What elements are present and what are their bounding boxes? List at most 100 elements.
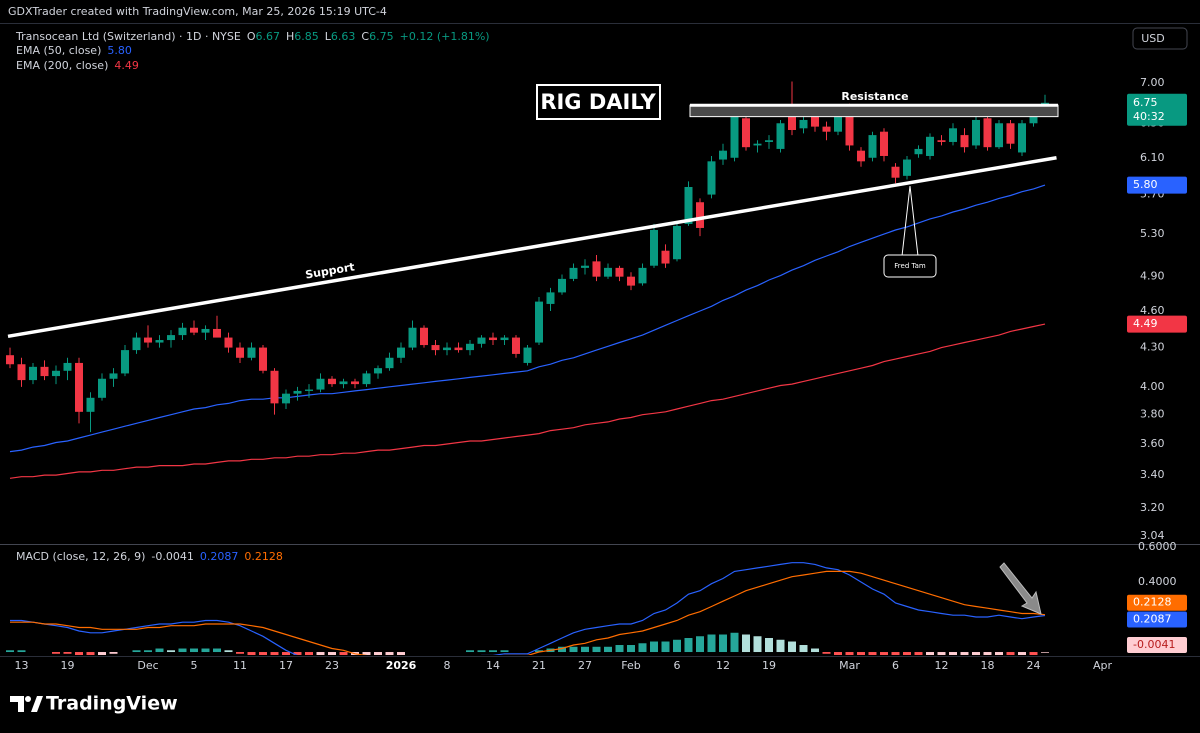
x-tick-label: 6 xyxy=(674,659,681,672)
y-tick-label: 7.00 xyxy=(1140,76,1165,89)
title-box-text: RIG DAILY xyxy=(540,90,656,114)
candle-body xyxy=(926,136,934,156)
macd-histogram-bar xyxy=(592,646,601,653)
symbol-header: Transocean Ltd (Switzerland) · 1D · NYSE… xyxy=(15,30,490,43)
macd-histogram-bar xyxy=(788,641,796,653)
signal-badge xyxy=(1127,594,1187,611)
candle-body xyxy=(305,389,313,391)
macd-histogram-bar xyxy=(707,634,716,653)
legend-name: EMA (50, close) xyxy=(16,44,101,57)
macd-histogram-bar xyxy=(857,652,865,655)
attribution: GDXTrader created with TradingView.com, … xyxy=(8,5,387,18)
x-tick-label: 8 xyxy=(444,659,451,672)
macd-histogram-bar xyxy=(891,652,900,655)
macd-histogram-bar xyxy=(305,652,313,655)
currency-label[interactable]: USD xyxy=(1141,32,1165,45)
macd-histogram-bar xyxy=(167,650,175,653)
ema-line xyxy=(9,184,1046,453)
candle-body xyxy=(52,370,60,377)
logo-mark xyxy=(10,696,24,712)
macd-histogram-bar xyxy=(328,652,336,655)
brand-logo: TradingView xyxy=(10,693,178,715)
y-tick-label: 6.10 xyxy=(1140,151,1165,164)
legend-name: EMA (200, close) xyxy=(16,59,108,72)
macd-histogram-bar xyxy=(569,646,578,653)
macd-histogram-bar xyxy=(834,652,842,655)
candle-body xyxy=(799,119,808,129)
ohlc-value: 6.67 xyxy=(256,30,281,43)
currency-button[interactable] xyxy=(1132,27,1188,50)
signal-value: 0.2128 xyxy=(244,550,283,563)
candle-body xyxy=(431,345,440,351)
macd-histogram-bar xyxy=(753,636,762,653)
x-tick-label: Dec xyxy=(137,659,158,672)
macd-badge xyxy=(1127,611,1187,628)
candle-body xyxy=(995,123,1003,148)
candle-body xyxy=(374,368,382,374)
macd-histogram-bar xyxy=(1006,652,1015,655)
candle-body xyxy=(868,135,877,158)
ohlc-letter: O xyxy=(247,30,256,43)
resistance-zone xyxy=(689,104,1059,118)
candle-body xyxy=(638,267,647,284)
macd-histogram-bar xyxy=(132,650,141,653)
candle-body xyxy=(960,135,969,148)
candle-body xyxy=(466,343,474,351)
macd-histogram-bar xyxy=(638,643,647,653)
macd-histogram-bar xyxy=(765,638,773,653)
macd-histogram-bar xyxy=(17,650,26,653)
x-tick-label: 18 xyxy=(981,659,995,672)
logo-mark xyxy=(25,696,31,702)
candle-body xyxy=(730,116,739,158)
signal-line xyxy=(10,570,1046,655)
candle-body xyxy=(546,292,555,304)
candle-body xyxy=(650,229,658,266)
legend-value: 5.80 xyxy=(107,44,132,57)
candle-body xyxy=(937,140,946,142)
callout-box xyxy=(883,254,937,278)
ohlc-letter: C xyxy=(361,30,369,43)
histogram-badge xyxy=(1127,637,1187,653)
candle-body xyxy=(397,347,405,358)
y-tick-label: 3.20 xyxy=(1140,501,1165,514)
ema200-badge-text: 4.49 xyxy=(1133,317,1158,330)
x-tick-label: 19 xyxy=(762,659,776,672)
macd-histogram-bar xyxy=(316,652,325,655)
macd-histogram-bar xyxy=(374,652,382,655)
y-tick-label: 4.60 xyxy=(1140,304,1165,317)
x-tick-label: 13 xyxy=(15,659,29,672)
macd-histogram-bar xyxy=(339,652,348,655)
logo-mark xyxy=(31,696,43,712)
candle-body xyxy=(155,340,164,343)
macd-histogram-bar xyxy=(466,650,474,653)
macd-title: MACD (close, 12, 26, 9) xyxy=(16,550,145,563)
macd-histogram-bar xyxy=(558,646,566,653)
resistance-label: Resistance xyxy=(841,90,908,103)
macd-histogram-bar xyxy=(742,634,750,653)
x-tick-label: 14 xyxy=(486,659,500,672)
candle-body xyxy=(63,362,72,371)
macd-histogram-bar xyxy=(178,648,187,653)
candle-body xyxy=(569,267,578,279)
brand-text: TradingView xyxy=(46,693,178,715)
candle-body xyxy=(753,143,762,146)
macd-histogram-bar xyxy=(937,652,946,655)
candle-body xyxy=(903,159,911,176)
macd-line xyxy=(10,562,1046,655)
macd-tick-label: 0.6000 xyxy=(1138,540,1177,553)
macd-value: 0.2087 xyxy=(200,550,239,563)
macd-histogram-bar xyxy=(627,645,635,653)
countdown: 40:32 xyxy=(1133,110,1165,123)
symbol: Transocean Ltd (Switzerland) · 1D · NYSE xyxy=(15,30,241,43)
candle-body xyxy=(109,373,118,379)
macd-histogram-bar xyxy=(224,650,233,653)
macd-histogram-bar xyxy=(719,634,727,653)
ohlc-letter: L xyxy=(325,30,332,43)
last-price-badge-text: 6.75 xyxy=(1133,96,1158,109)
macd-tick-label: 0.4000 xyxy=(1138,575,1177,588)
macd-histogram-bar xyxy=(144,650,152,653)
macd-histogram-bar xyxy=(776,639,785,653)
macd-histogram-bar xyxy=(811,648,819,653)
